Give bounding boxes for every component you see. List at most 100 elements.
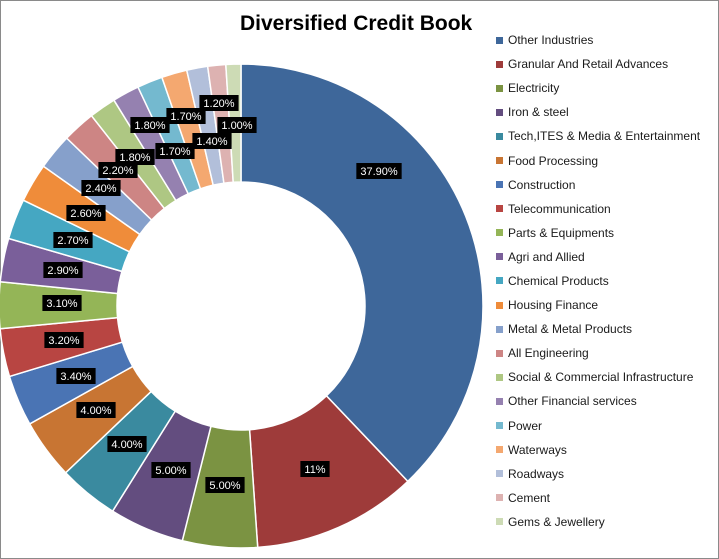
data-label-text: 2.90%	[47, 265, 78, 277]
legend-label: Granular And Retail Advances	[508, 57, 669, 72]
data-label-housing-finance: 2.60%	[66, 205, 106, 221]
data-label-waterways: 1.70%	[166, 108, 206, 124]
data-label-text: 2.60%	[70, 208, 101, 220]
data-label-roadways: 1.40%	[192, 133, 232, 149]
data-label-electricity: 5.00%	[205, 477, 245, 493]
legend-item-housing-finance: Housing Finance	[496, 293, 700, 317]
data-label-text: 1.80%	[119, 152, 150, 164]
legend-label: Waterways	[508, 442, 567, 457]
data-label-cement: 1.20%	[199, 95, 239, 111]
legend-item-electricity: Electricity	[496, 76, 700, 100]
legend-swatch	[496, 325, 503, 333]
legend-swatch	[496, 373, 503, 381]
legend-swatch	[496, 132, 503, 140]
data-label-agri-and-allied: 2.90%	[43, 262, 83, 278]
data-label-social-commercial-infrastructure: 1.80%	[115, 149, 155, 165]
data-label-text: 1.70%	[170, 111, 201, 123]
data-label-text: 2.20%	[102, 165, 133, 177]
chart-title: Diversified Credit Book	[240, 12, 473, 35]
data-label-construction: 3.40%	[56, 368, 96, 384]
data-label-text: 1.70%	[159, 146, 190, 158]
legend-swatch	[496, 277, 503, 285]
data-label-gems-jewellery: 1.00%	[217, 117, 257, 133]
legend-label: Gems & Jewellery	[508, 514, 605, 529]
legend-item-social-commercial-infrastructure: Social & Commercial Infrastructure	[496, 365, 700, 389]
data-label-text: 1.20%	[203, 98, 234, 110]
legend-label: Agri and Allied	[508, 249, 585, 264]
data-label-text: 37.90%	[360, 166, 398, 178]
legend-swatch	[496, 253, 503, 261]
legend-swatch	[496, 157, 503, 165]
legend-item-power: Power	[496, 414, 700, 438]
legend-label: Roadways	[508, 466, 565, 481]
legend-item-agri-and-allied: Agri and Allied	[496, 245, 700, 269]
data-label-other-industries: 37.90%	[356, 163, 402, 179]
legend-label: All Engineering	[508, 346, 589, 361]
legend-swatch	[496, 108, 503, 116]
legend-swatch	[496, 422, 503, 430]
legend-swatch	[496, 470, 503, 478]
legend-swatch	[496, 446, 503, 454]
legend-swatch	[496, 301, 503, 309]
data-label-tech-ites-media-entertainment: 4.00%	[107, 436, 147, 452]
legend-swatch	[496, 181, 503, 189]
legend-label: Social & Commercial Infrastructure	[508, 370, 694, 385]
legend-swatch	[496, 229, 503, 237]
data-label-all-engineering: 2.20%	[98, 162, 138, 178]
legend-label: Tech,ITES & Media & Entertainment	[508, 129, 701, 144]
data-label-text: 4.00%	[111, 439, 142, 451]
legend-item-construction: Construction	[496, 173, 700, 197]
data-label-text: 3.20%	[48, 335, 79, 347]
data-label-telecommunication: 3.20%	[44, 332, 84, 348]
legend-label: Housing Finance	[508, 298, 599, 313]
legend-item-gems-jewellery: Gems & Jewellery	[496, 510, 700, 534]
legend-label: Iron & steel	[508, 105, 569, 120]
legend-swatch	[496, 36, 503, 44]
legend-item-cement: Cement	[496, 486, 700, 510]
legend-label: Food Processing	[508, 153, 599, 168]
data-label-text: 4.00%	[80, 405, 111, 417]
legend-swatch	[496, 494, 503, 502]
legend-label: Power	[508, 418, 543, 433]
legend-item-other-financial-services: Other Financial services	[496, 389, 700, 413]
legend-item-all-engineering: All Engineering	[496, 341, 700, 365]
legend-item-metal-metal-products: Metal & Metal Products	[496, 317, 700, 341]
legend-item-granular-and-retail-advances: Granular And Retail Advances	[496, 52, 700, 76]
legend-swatch	[496, 518, 503, 526]
legend-label: Construction	[508, 177, 576, 192]
legend-item-tech-ites-media-entertainment: Tech,ITES & Media & Entertainment	[496, 124, 700, 148]
data-label-text: 2.40%	[85, 183, 116, 195]
data-label-text: 5.00%	[155, 465, 186, 477]
legend-label: Telecommunication	[508, 201, 611, 216]
legend-label: Other Industries	[508, 33, 594, 48]
legend-item-waterways: Waterways	[496, 438, 700, 462]
data-label-iron-steel: 5.00%	[151, 462, 191, 478]
data-label-text: 1.80%	[134, 120, 165, 132]
legend-item-parts-equipments: Parts & Equipments	[496, 221, 700, 245]
legend-item-telecommunication: Telecommunication	[496, 197, 700, 221]
data-label-text: 5.00%	[209, 480, 240, 492]
legend-label: Cement	[508, 490, 551, 505]
legend-swatch	[496, 60, 503, 68]
data-label-text: 3.40%	[60, 371, 91, 383]
data-label-granular-and-retail-advances: 11%	[300, 461, 330, 477]
legend-swatch	[496, 349, 503, 357]
legend-item-food-processing: Food Processing	[496, 148, 700, 172]
legend-item-roadways: Roadways	[496, 462, 700, 486]
legend-label: Electricity	[508, 81, 560, 96]
data-label-food-processing: 4.00%	[76, 402, 116, 418]
legend-item-other-industries: Other Industries	[496, 28, 700, 52]
legend-item-chemical-products: Chemical Products	[496, 269, 700, 293]
data-label-text: 3.10%	[46, 298, 77, 310]
legend-label: Parts & Equipments	[508, 225, 615, 240]
data-label-text: 1.40%	[196, 136, 227, 148]
legend-swatch	[496, 397, 503, 405]
data-label-text: 11%	[304, 464, 325, 476]
data-label-parts-equipments: 3.10%	[42, 295, 82, 311]
legend-label: Chemical Products	[508, 273, 609, 288]
data-label-chemical-products: 2.70%	[53, 232, 93, 248]
data-label-power: 1.70%	[155, 143, 195, 159]
legend-swatch	[496, 84, 503, 92]
data-label-text: 1.00%	[221, 120, 252, 132]
